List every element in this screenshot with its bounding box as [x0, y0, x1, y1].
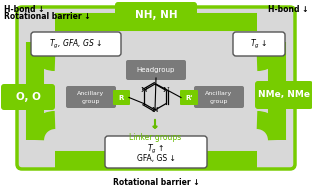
Text: R: R: [119, 94, 124, 101]
Text: $T_g$, GFA, GS ↓: $T_g$, GFA, GS ↓: [49, 37, 103, 50]
Text: NMe, NMe: NMe, NMe: [258, 91, 310, 99]
Text: N: N: [163, 87, 170, 94]
Text: H-bond ↓: H-bond ↓: [4, 5, 45, 14]
Polygon shape: [272, 65, 281, 74]
FancyBboxPatch shape: [115, 2, 197, 28]
FancyBboxPatch shape: [194, 86, 244, 108]
FancyBboxPatch shape: [31, 32, 121, 56]
FancyBboxPatch shape: [255, 81, 312, 109]
Text: Linker groups: Linker groups: [129, 132, 181, 142]
Text: NH, NH: NH, NH: [135, 10, 177, 20]
FancyBboxPatch shape: [105, 136, 207, 168]
Text: R': R': [185, 94, 193, 101]
FancyBboxPatch shape: [233, 32, 285, 56]
FancyBboxPatch shape: [113, 90, 130, 105]
FancyBboxPatch shape: [126, 60, 186, 80]
Polygon shape: [191, 156, 200, 164]
Text: $T_g$ ↑: $T_g$ ↑: [147, 143, 165, 156]
FancyBboxPatch shape: [180, 90, 198, 105]
Text: group: group: [210, 98, 228, 104]
Text: $T_g$ ↓: $T_g$ ↓: [250, 37, 268, 50]
Text: O, O: O, O: [16, 92, 41, 102]
FancyBboxPatch shape: [17, 7, 295, 169]
Polygon shape: [100, 18, 109, 26]
Text: Ancillary: Ancillary: [77, 91, 105, 97]
Text: Ancillary: Ancillary: [205, 91, 233, 97]
FancyBboxPatch shape: [66, 86, 116, 108]
Polygon shape: [31, 101, 40, 110]
Text: N: N: [152, 106, 158, 114]
Text: GFA, GS ↓: GFA, GS ↓: [137, 153, 175, 163]
Text: group: group: [82, 98, 100, 104]
FancyBboxPatch shape: [1, 84, 55, 110]
Text: N: N: [140, 87, 147, 94]
Text: Headgroup: Headgroup: [137, 67, 175, 73]
Text: Rotational barrier ↓: Rotational barrier ↓: [113, 178, 199, 187]
Text: H-bond ↓: H-bond ↓: [267, 5, 308, 14]
Text: Rotational barrier ↓: Rotational barrier ↓: [4, 12, 90, 21]
